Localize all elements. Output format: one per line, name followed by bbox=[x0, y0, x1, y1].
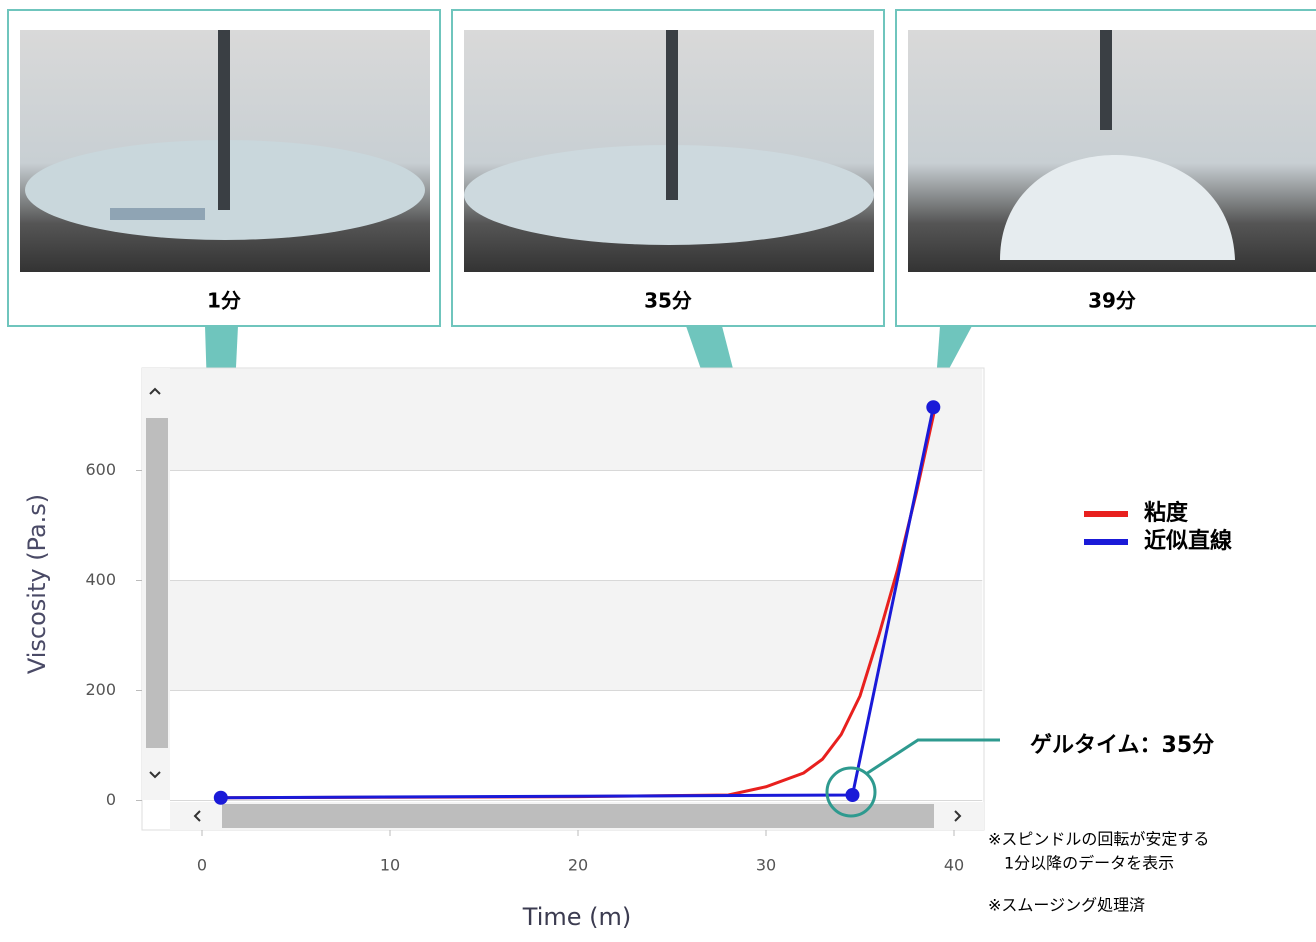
scrollbar[interactable] bbox=[142, 368, 170, 800]
scrollbar[interactable] bbox=[170, 802, 984, 830]
point bbox=[926, 400, 941, 415]
photo bbox=[908, 30, 1316, 272]
x-tick-label: 10 bbox=[380, 856, 400, 875]
photo bbox=[20, 30, 430, 272]
note: 1分以降のデータを表示 bbox=[1004, 854, 1174, 873]
x-tick-label: 0 bbox=[197, 856, 207, 875]
y-tick-label: 200 bbox=[85, 680, 116, 699]
y-tick-label: 0 bbox=[106, 790, 116, 809]
photo-caption: 35分 bbox=[644, 289, 692, 313]
y-axis-label: Viscosity (Pa.s) bbox=[23, 494, 51, 674]
photo-panels bbox=[7, 9, 1316, 738]
note: ※スムージング処理済 bbox=[988, 896, 1145, 915]
point bbox=[845, 788, 860, 802]
legend-label: 近似直線 bbox=[1144, 528, 1232, 554]
note: ※スピンドルの回転が安定する bbox=[988, 830, 1209, 849]
photo-caption: 39分 bbox=[1088, 289, 1136, 313]
legend-label: 粘度 bbox=[1144, 500, 1189, 526]
point bbox=[213, 790, 228, 805]
x-tick-label: 20 bbox=[568, 856, 588, 875]
plot-band bbox=[170, 580, 983, 691]
x-tick-label: 40 bbox=[944, 856, 964, 875]
x-axis-label: Time (m) bbox=[522, 903, 631, 931]
photo bbox=[464, 30, 874, 272]
gel-time-marker bbox=[825, 738, 1000, 818]
y-tick-label: 400 bbox=[85, 570, 116, 589]
y-tick-label: 600 bbox=[85, 460, 116, 479]
annotation: ゲルタイム：35分 bbox=[1030, 733, 1214, 758]
photo-caption: 1分 bbox=[207, 289, 241, 313]
plot-band bbox=[170, 368, 983, 471]
x-tick-label: 30 bbox=[756, 856, 776, 875]
